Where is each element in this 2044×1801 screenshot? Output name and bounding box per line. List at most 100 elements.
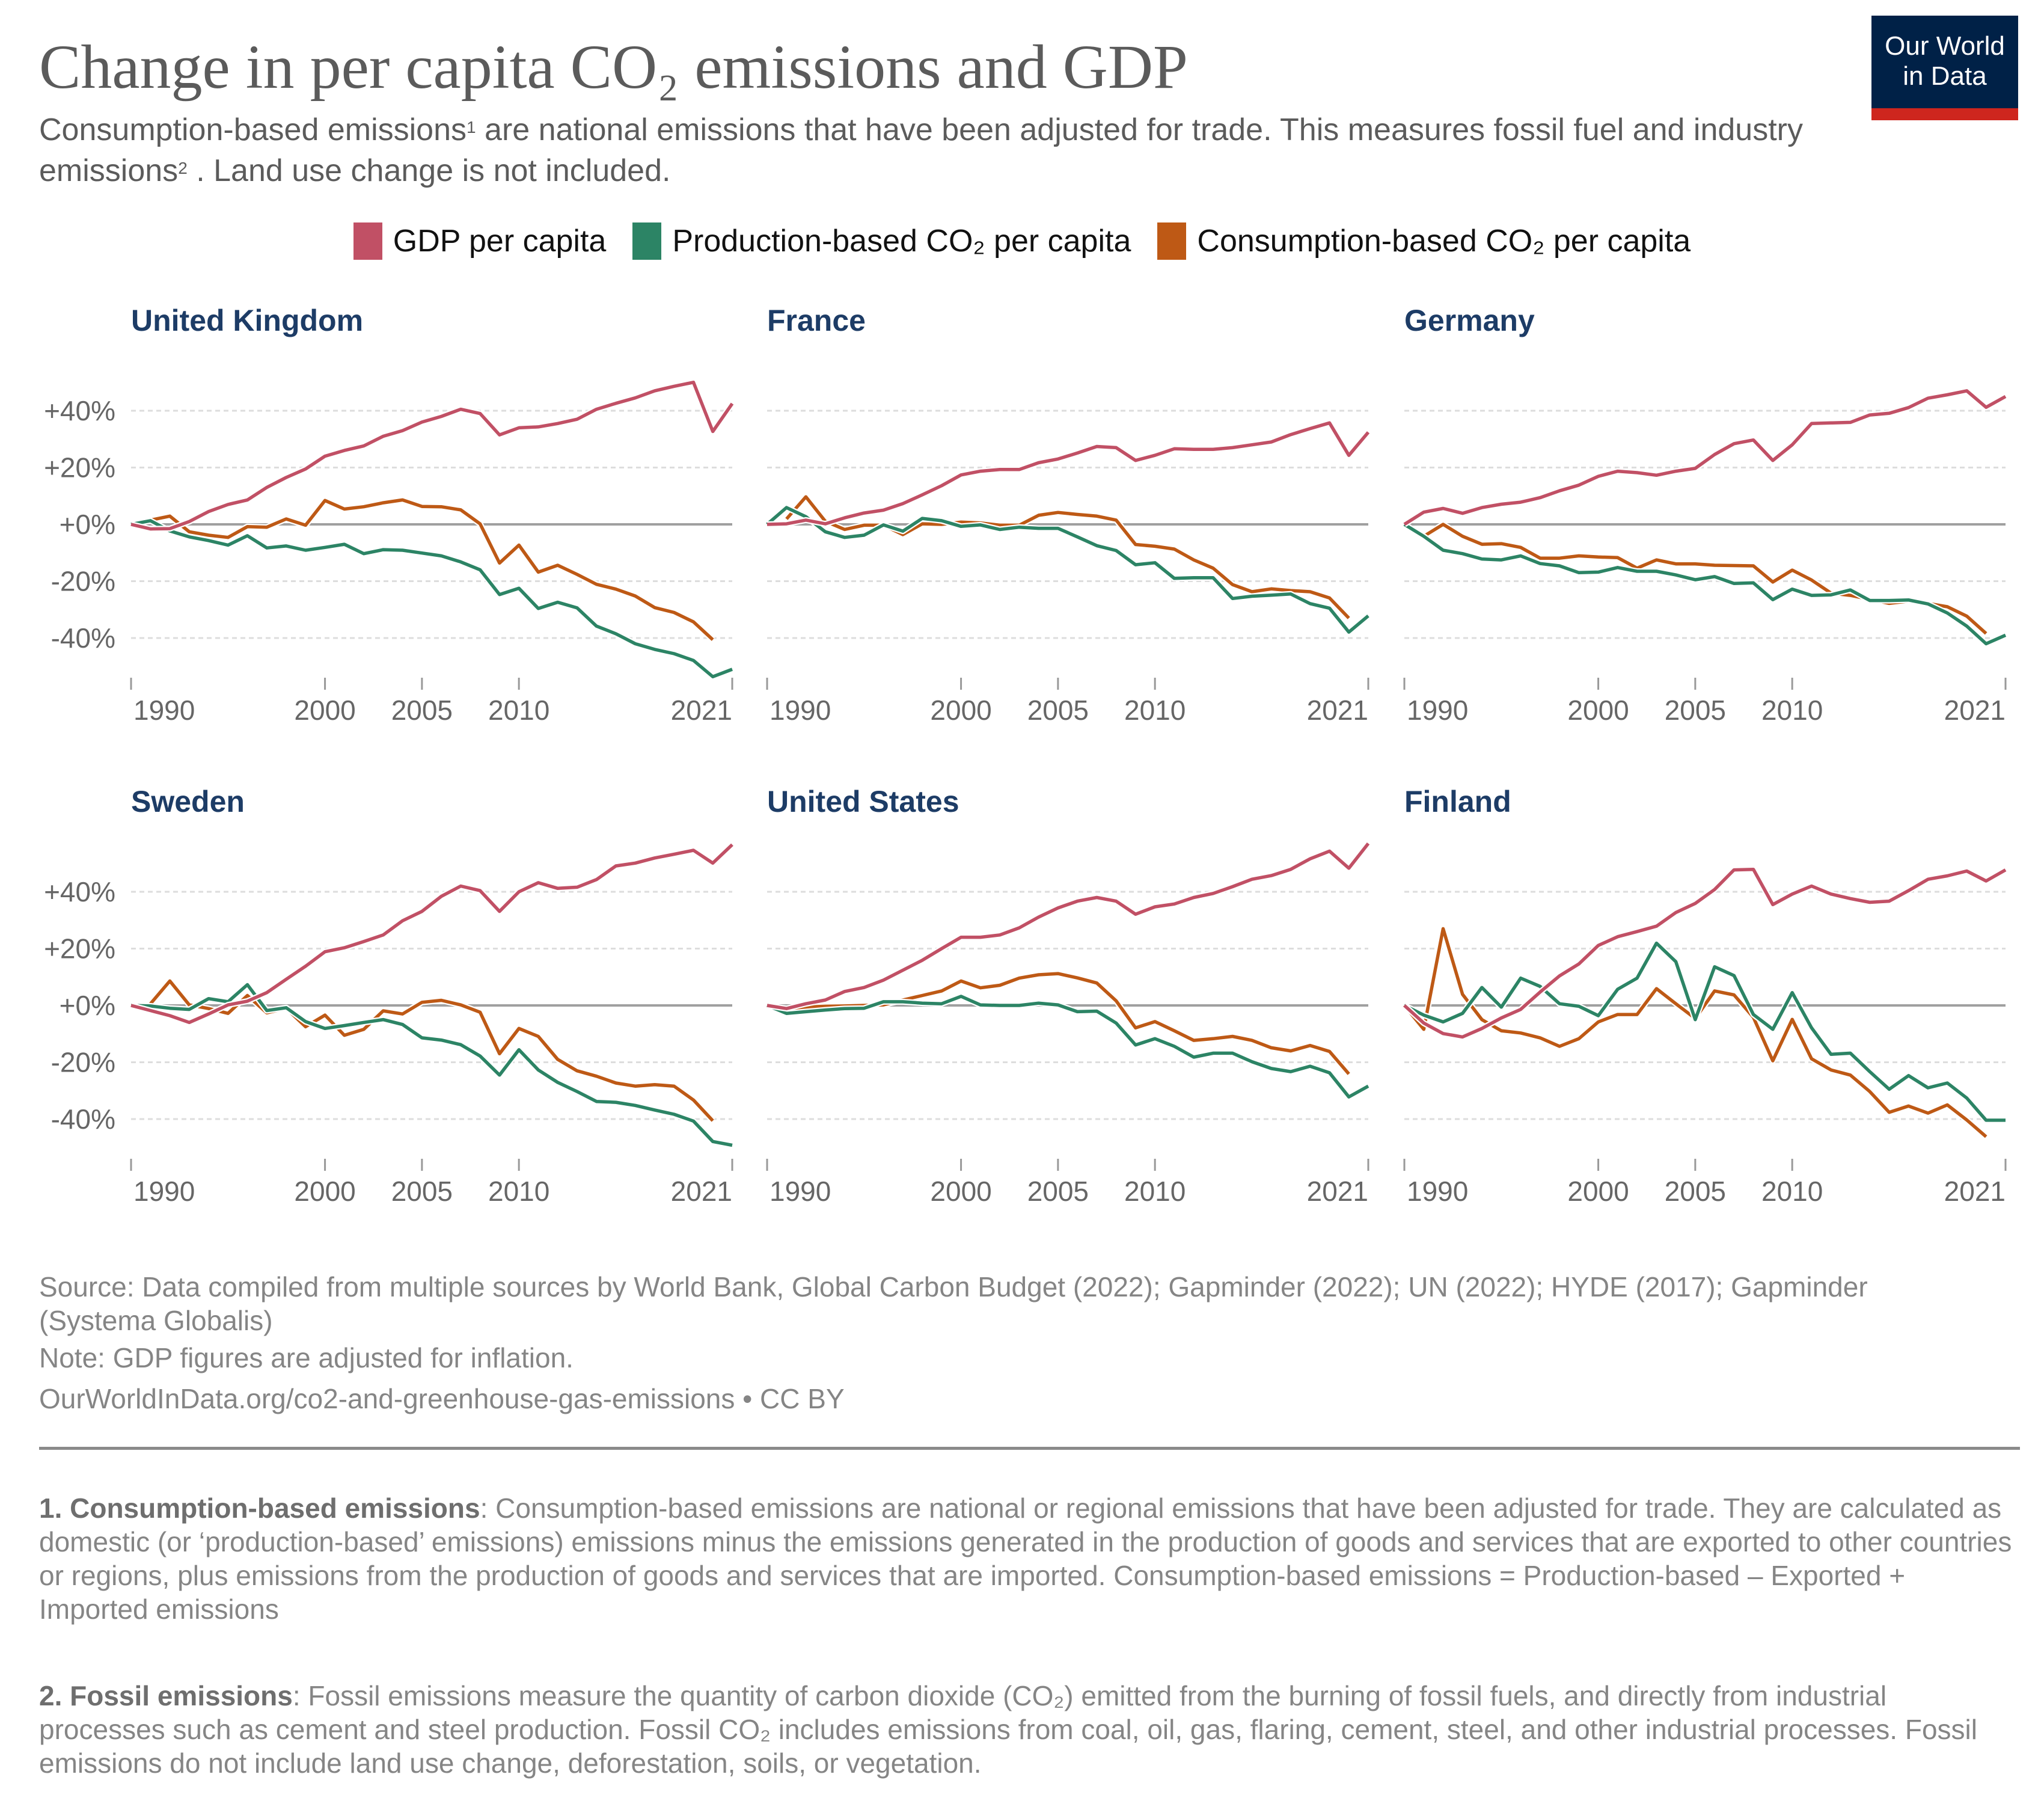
panel-title: Sweden bbox=[131, 785, 245, 818]
gdp-line bbox=[130, 843, 733, 1025]
consumption-co2-line bbox=[786, 972, 1350, 1075]
production-co2-line bbox=[766, 995, 1369, 1099]
gdp-line bbox=[130, 381, 734, 531]
panel-title: United Kingdom bbox=[131, 304, 363, 337]
chart-title: Change in per capita CO₂ emissions and G… bbox=[39, 32, 1188, 102]
production-co2-line bbox=[1403, 941, 2006, 1122]
y-tick-label: -40% bbox=[51, 1103, 115, 1135]
panel-title: Germany bbox=[1404, 304, 1535, 337]
legend-item-production[interactable]: Production-based CO₂ per capita bbox=[632, 222, 1131, 260]
production-co2-line-halo bbox=[1403, 940, 2006, 1123]
y-tick-label: +0% bbox=[60, 990, 115, 1021]
legend: GDP per capita Production-based CO₂ per … bbox=[0, 222, 2044, 260]
production-co2-line bbox=[130, 519, 733, 679]
logo-line-1: Our World bbox=[1885, 31, 2005, 61]
x-tick-label: 2005 bbox=[1027, 695, 1089, 726]
legend-item-consumption[interactable]: Consumption-based CO₂ per capita bbox=[1157, 222, 1691, 260]
y-tick-label: +20% bbox=[44, 452, 115, 483]
x-tick-label: 2005 bbox=[391, 695, 453, 726]
footnote-label: 1. Consumption-based emissions bbox=[39, 1493, 480, 1524]
x-tick-label: 1990 bbox=[770, 695, 831, 726]
x-tick-label: 2000 bbox=[930, 695, 991, 726]
gdp-line bbox=[1403, 389, 2007, 526]
x-tick-label: 2010 bbox=[1761, 1176, 1823, 1207]
y-tick-label: -20% bbox=[51, 1047, 115, 1078]
footnote-1: 1. Consumption-based emissions: Consumpt… bbox=[39, 1491, 2017, 1626]
x-tick-label: 2010 bbox=[488, 695, 549, 726]
x-tick-label: 2005 bbox=[1665, 1176, 1726, 1207]
consumption-co2-line-halo bbox=[1402, 925, 1988, 1140]
gdp-line-halo bbox=[130, 842, 735, 1026]
subtitle-text: Consumption-based emissions bbox=[39, 112, 467, 147]
y-tick-label: +0% bbox=[60, 509, 115, 540]
x-tick-label: 2000 bbox=[294, 695, 355, 726]
x-tick-label: 2010 bbox=[1124, 1176, 1186, 1207]
x-tick-label: 1990 bbox=[1407, 695, 1468, 726]
owid-logo[interactable]: Our World in Data bbox=[1871, 16, 2018, 120]
subtitle-text: are national emissions that have been ad… bbox=[39, 112, 1803, 188]
panel-title: France bbox=[767, 304, 866, 337]
x-tick-label: 2021 bbox=[1307, 695, 1368, 726]
logo-line-2: in Data bbox=[1903, 61, 1987, 91]
production-co2-line bbox=[1403, 523, 2007, 646]
x-tick-label: 2021 bbox=[1307, 1176, 1368, 1207]
legend-item-gdp[interactable]: GDP per capita bbox=[353, 222, 607, 260]
y-tick-label: -20% bbox=[51, 566, 115, 597]
consumption-co2-line-halo bbox=[785, 971, 1351, 1076]
y-tick-label: +40% bbox=[44, 876, 115, 907]
x-tick-label: 2000 bbox=[294, 1176, 355, 1207]
consumption-co2-line-halo bbox=[150, 497, 715, 642]
x-tick-label: 2005 bbox=[1027, 1176, 1089, 1207]
note-text: Note: GDP figures are adjusted for infla… bbox=[39, 1342, 574, 1373]
x-tick-label: 2005 bbox=[391, 1176, 453, 1207]
legend-label: Production-based CO₂ per capita bbox=[672, 224, 1131, 259]
x-tick-label: 2010 bbox=[1124, 695, 1186, 726]
footnote-ref-2: 2 bbox=[178, 159, 188, 177]
consumption-co2-line bbox=[149, 979, 714, 1122]
x-tick-label: 1990 bbox=[1407, 1176, 1468, 1207]
footnote-label: 2. Fossil emissions bbox=[39, 1680, 293, 1711]
x-tick-label: 2021 bbox=[1944, 1176, 2006, 1207]
legend-swatch-production bbox=[632, 222, 662, 260]
divider bbox=[39, 1447, 2020, 1450]
legend-swatch-consumption bbox=[1157, 222, 1187, 260]
panel-title: Finland bbox=[1404, 785, 1511, 818]
small-multiples-charts: United Kingdom +40% +20% +0% -20% -40% 1990 200… bbox=[44, 304, 2007, 1207]
x-tick-label: 2010 bbox=[488, 1176, 549, 1207]
y-tick-label: +20% bbox=[44, 933, 115, 965]
footnote-text: : Consumption-based emissions are nation… bbox=[39, 1493, 2012, 1625]
x-tick-label: 2000 bbox=[930, 1176, 991, 1207]
panel-title: United States bbox=[767, 785, 959, 818]
footnote-2: 2. Fossil emissions: Fossil emissions me… bbox=[39, 1679, 2017, 1780]
url-link[interactable]: OurWorldInData.org/co2-and-greenhouse-ga… bbox=[39, 1383, 845, 1414]
x-tick-label: 1990 bbox=[770, 1176, 831, 1207]
subtitle-text: . Land use change is not included. bbox=[187, 153, 671, 188]
y-tick-label: +40% bbox=[44, 395, 115, 426]
source-text: Source: Data compiled from multiple sour… bbox=[39, 1271, 1868, 1336]
x-tick-label: 2021 bbox=[1944, 695, 2006, 726]
x-tick-label: 2021 bbox=[671, 1176, 732, 1207]
footer: Source: Data compiled from multiple sour… bbox=[39, 1270, 2023, 1416]
x-tick-label: 2000 bbox=[1567, 1176, 1629, 1207]
x-tick-label: 2010 bbox=[1761, 695, 1823, 726]
x-tick-label: 1990 bbox=[133, 695, 195, 726]
x-tick-label: 2005 bbox=[1665, 695, 1726, 726]
x-tick-label: 1990 bbox=[133, 1176, 195, 1207]
gdp-line-halo bbox=[766, 841, 1371, 1012]
production-co2-line bbox=[766, 506, 1369, 634]
consumption-co2-line bbox=[1403, 927, 1987, 1138]
gdp-line bbox=[766, 842, 1370, 1010]
footnote-ref-1: 1 bbox=[467, 118, 476, 137]
gdp-line bbox=[766, 421, 1370, 526]
legend-swatch-gdp bbox=[353, 222, 382, 260]
gdp-line bbox=[1403, 867, 2007, 1039]
consumption-co2-line bbox=[150, 498, 714, 641]
x-tick-label: 2000 bbox=[1567, 695, 1629, 726]
y-tick-label: -40% bbox=[51, 622, 115, 654]
legend-label: GDP per capita bbox=[393, 224, 607, 259]
legend-label: Consumption-based CO₂ per capita bbox=[1197, 224, 1691, 259]
logo-accent-bar bbox=[1871, 108, 2018, 120]
production-co2-line bbox=[130, 983, 733, 1147]
footnote-text: : Fossil emissions measure the quantity … bbox=[39, 1680, 1977, 1779]
chart-subtitle: Consumption-based emissions1 are nationa… bbox=[39, 109, 1843, 191]
